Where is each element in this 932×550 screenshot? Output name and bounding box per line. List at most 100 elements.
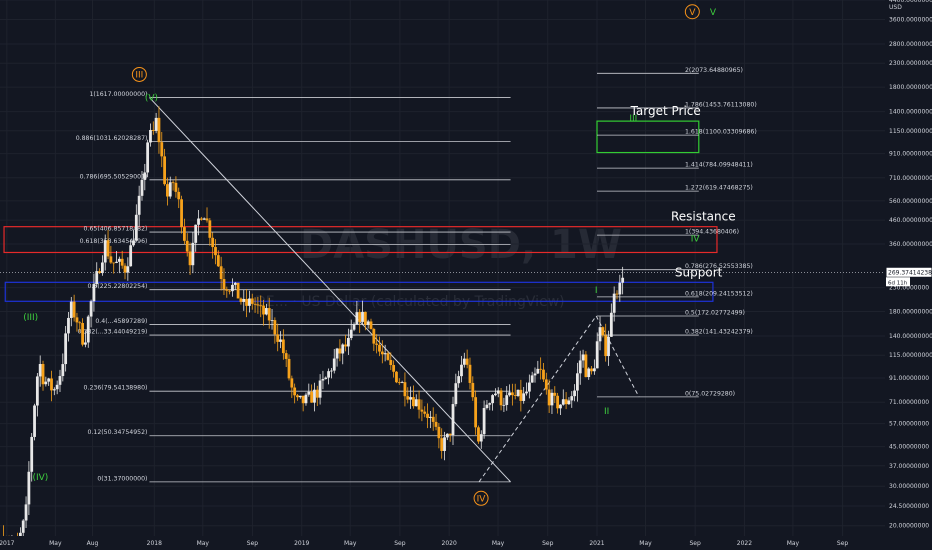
candle-body: [194, 224, 198, 243]
wave-label-v: (V): [145, 93, 158, 103]
fib-right-level-label: 1(394.43680406): [685, 229, 739, 236]
price-tick: 360.00000000: [889, 241, 932, 248]
candle-body: [372, 328, 376, 344]
candle-body: [270, 320, 274, 321]
candle-body: [199, 218, 203, 220]
price-tick: 180.00000000: [889, 309, 932, 316]
candle-body: [126, 266, 130, 273]
candle-body: [592, 368, 596, 372]
candle-body: [412, 397, 415, 407]
candle-body: [137, 195, 141, 215]
candle-body: [335, 348, 339, 359]
fib-left-level-label: 0.5(225.22802254): [87, 283, 147, 290]
candle-body: [448, 433, 452, 436]
candle-body: [556, 395, 560, 409]
fib-left-level-label: 0.382(...33.44049219): [78, 329, 148, 336]
candle-body: [598, 327, 602, 342]
candle-body: [236, 282, 240, 299]
candle-body: [338, 348, 342, 354]
candle-body: [403, 382, 407, 397]
wave-label-iii: III: [629, 114, 637, 124]
candle-body: [465, 358, 469, 365]
candle-body: [428, 416, 432, 418]
fib-left-level-label: 0.618(358.63454996): [80, 238, 148, 245]
time-axis[interactable]: 2017 May Aug 2018 May Sep 2019 May Sep 2020 May Sep…: [0, 536, 932, 550]
candle-body: [290, 378, 294, 388]
wave-label-iv: IV: [477, 494, 487, 504]
time-tick: 2019: [294, 540, 309, 547]
fib-left-level-label: 0.12(50.34754952): [87, 429, 147, 436]
candle-body: [304, 394, 308, 404]
candle-body: [584, 354, 588, 378]
fib-right-level-label: 0.786(276.52553385): [685, 263, 753, 270]
candle-body: [72, 301, 76, 318]
candle-body: [129, 245, 133, 267]
candle-body: [78, 322, 82, 324]
trendline-1: [149, 97, 511, 483]
price-tick: 45.00000000: [889, 444, 929, 451]
fib-left-level-label: 0.886(1031.62028287): [76, 135, 148, 142]
candle-body: [273, 320, 277, 335]
candle-body: [21, 520, 25, 533]
candle-body: [505, 395, 509, 405]
time-tick: May: [49, 540, 62, 547]
candle-body: [67, 317, 70, 334]
candle-body: [491, 395, 494, 404]
candle-body: [259, 305, 263, 307]
candle-body: [140, 179, 144, 196]
candle-body: [369, 321, 373, 329]
candle-body: [550, 392, 554, 406]
candle-body: [168, 182, 172, 197]
candle-body: [44, 381, 48, 385]
candle-body: [366, 321, 370, 325]
candle-body: [216, 255, 220, 267]
last-price-marker: 269.37414238 6d 11h: [0, 266, 932, 287]
candle-body: [530, 375, 534, 383]
candle-body: [24, 504, 28, 521]
candle-body: [457, 376, 461, 384]
fib-left-level-label: 0(31.37000000): [97, 475, 147, 482]
time-tick: May: [344, 540, 357, 547]
candle-body: [420, 409, 424, 412]
candle-body: [253, 303, 257, 305]
candle-body: [301, 395, 305, 404]
candle-body: [69, 301, 73, 318]
candle-body: [157, 117, 161, 143]
candle-body: [573, 390, 576, 397]
candle-body: [522, 393, 526, 401]
wave-label-ii: II: [604, 407, 609, 417]
price-tick: 710.00000000: [889, 175, 932, 182]
time-tick: May: [639, 540, 652, 547]
candle-body: [182, 227, 186, 241]
wave-label-v: V: [710, 8, 717, 18]
support-zone: [4, 281, 714, 302]
candle-body: [502, 404, 506, 406]
candle-body: [468, 364, 472, 383]
candle-body: [41, 364, 45, 385]
candle-body: [392, 365, 396, 372]
time-tick: Sep: [394, 540, 406, 547]
candle-body: [151, 129, 155, 131]
candle-body: [564, 399, 568, 405]
grid: [0, 0, 885, 536]
candle-body: [352, 324, 356, 330]
candle-body: [115, 261, 118, 263]
candle-body: [527, 382, 531, 392]
candle-body: [618, 282, 622, 295]
price-tick: 1400.00000000: [889, 109, 932, 116]
price-tick: 20.00000000: [889, 523, 929, 530]
candle-body: [307, 391, 311, 395]
candle-body: [508, 392, 511, 396]
candle-body: [361, 311, 364, 322]
candle-body: [363, 311, 367, 325]
candle-body: [612, 293, 616, 313]
candle-body: [553, 392, 557, 396]
candle-body: [123, 265, 127, 273]
candle-body: [313, 389, 316, 403]
candle-body: [267, 308, 271, 321]
candle-body: [533, 373, 537, 376]
candle-body: [318, 380, 322, 398]
candle-body: [525, 391, 528, 394]
candle-body: [479, 434, 483, 442]
